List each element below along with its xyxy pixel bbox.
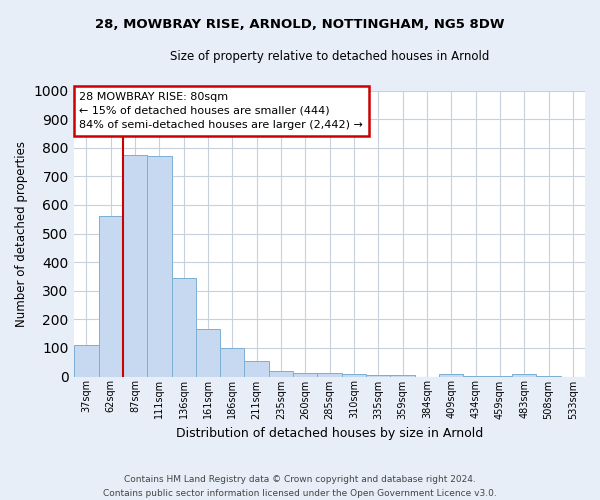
Bar: [439, 374, 463, 376]
Bar: [244, 361, 269, 376]
Title: Size of property relative to detached houses in Arnold: Size of property relative to detached ho…: [170, 50, 490, 63]
Bar: [293, 373, 317, 376]
Bar: [98, 216, 123, 376]
Bar: [366, 375, 391, 376]
Bar: [512, 374, 536, 376]
Bar: [317, 373, 342, 376]
Bar: [269, 371, 293, 376]
Bar: [123, 155, 147, 376]
Bar: [74, 345, 98, 376]
Text: 28 MOWBRAY RISE: 80sqm
← 15% of detached houses are smaller (444)
84% of semi-de: 28 MOWBRAY RISE: 80sqm ← 15% of detached…: [79, 92, 363, 130]
Bar: [196, 330, 220, 376]
Text: Contains HM Land Registry data © Crown copyright and database right 2024.
Contai: Contains HM Land Registry data © Crown c…: [103, 476, 497, 498]
Bar: [172, 278, 196, 376]
Bar: [220, 348, 244, 376]
Bar: [147, 156, 172, 376]
Bar: [342, 374, 366, 376]
X-axis label: Distribution of detached houses by size in Arnold: Distribution of detached houses by size …: [176, 427, 483, 440]
Text: 28, MOWBRAY RISE, ARNOLD, NOTTINGHAM, NG5 8DW: 28, MOWBRAY RISE, ARNOLD, NOTTINGHAM, NG…: [95, 18, 505, 30]
Y-axis label: Number of detached properties: Number of detached properties: [15, 140, 28, 326]
